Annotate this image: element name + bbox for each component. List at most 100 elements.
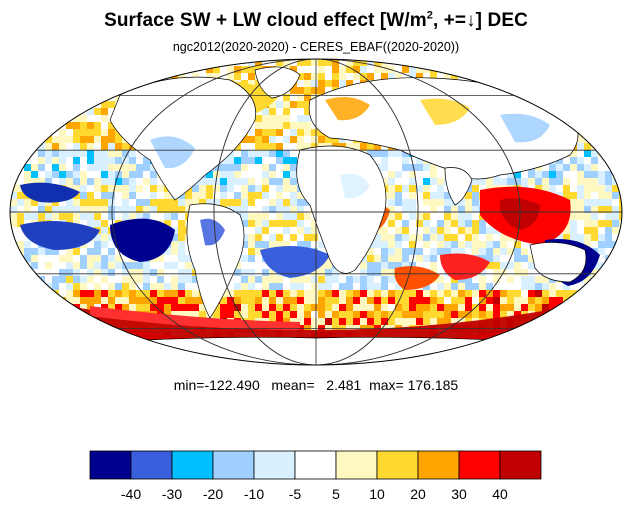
field-cell — [346, 80, 354, 88]
field-cell — [255, 157, 263, 165]
field-cell — [402, 206, 410, 214]
field-cell — [80, 115, 88, 123]
field-cell — [451, 73, 459, 81]
field-cell — [52, 129, 60, 137]
field-cell — [10, 199, 18, 207]
field-cell — [283, 304, 291, 312]
field-cell — [311, 241, 319, 249]
field-cell — [563, 164, 571, 172]
field-cell — [528, 304, 536, 312]
field-cell — [234, 164, 242, 172]
field-cell — [101, 248, 109, 256]
field-cell — [563, 192, 571, 200]
field-cell — [465, 346, 473, 354]
field-cell — [598, 227, 606, 235]
field-cell — [248, 234, 256, 242]
field-cell — [444, 290, 452, 298]
field-cell — [241, 143, 249, 151]
field-cell — [59, 262, 67, 270]
field-cell — [283, 59, 291, 67]
field-cell — [94, 290, 102, 298]
field-cell — [297, 136, 305, 144]
field-cell — [136, 157, 144, 165]
field-cell — [101, 297, 109, 305]
field-cell — [31, 199, 39, 207]
field-cell — [528, 325, 536, 333]
field-cell — [87, 171, 95, 179]
field-cell — [220, 66, 228, 74]
field-cell — [591, 192, 599, 200]
field-cell — [108, 150, 116, 158]
field-cell — [507, 262, 515, 270]
field-cell — [66, 283, 74, 291]
field-cell — [234, 66, 242, 74]
field-cell — [472, 206, 480, 214]
field-cell — [24, 241, 32, 249]
field-cell — [521, 255, 529, 263]
field-cell — [276, 199, 284, 207]
field-cell — [87, 192, 95, 200]
field-cell — [507, 311, 515, 319]
field-cell — [262, 150, 270, 158]
map-title: Surface SW + LW cloud effect [W/m2, +=↓]… — [0, 10, 632, 32]
field-cell — [346, 66, 354, 74]
field-cell — [10, 213, 18, 221]
field-cell — [528, 171, 536, 179]
field-cell — [605, 199, 613, 207]
field-cell — [185, 255, 193, 263]
field-cell — [416, 311, 424, 319]
field-cell — [542, 178, 550, 186]
field-cell — [311, 220, 319, 228]
field-cell — [542, 283, 550, 291]
field-cell — [80, 297, 88, 305]
field-cell — [59, 129, 67, 137]
field-cell — [17, 220, 25, 228]
field-cell — [45, 213, 53, 221]
field-cell — [269, 227, 277, 235]
colorbar-swatch — [335, 450, 378, 480]
field-cell — [472, 290, 480, 298]
field-cell — [437, 262, 445, 270]
colorbar-label: 20 — [410, 486, 426, 502]
field-cell — [255, 192, 263, 200]
field-cell — [164, 276, 172, 284]
field-cell — [185, 304, 193, 312]
field-cell — [80, 150, 88, 158]
field-cell — [304, 311, 312, 319]
field-cell — [598, 178, 606, 186]
field-cell — [437, 248, 445, 256]
field-cell — [255, 122, 263, 130]
field-cell — [255, 297, 263, 305]
field-cell — [416, 178, 424, 186]
field-cell — [451, 304, 459, 312]
field-cell — [178, 283, 186, 291]
field-cell — [388, 297, 396, 305]
field-cell — [591, 269, 599, 277]
field-cell — [31, 206, 39, 214]
field-cell — [521, 325, 529, 333]
field-cell — [157, 346, 165, 354]
field-cell — [444, 213, 452, 221]
field-cell — [192, 311, 200, 319]
field-cell — [171, 269, 179, 277]
field-cell — [318, 297, 326, 305]
field-cell — [556, 283, 564, 291]
field-cell — [255, 269, 263, 277]
field-cell — [458, 206, 466, 214]
field-cell — [325, 311, 333, 319]
field-cell — [108, 262, 116, 270]
field-cell — [584, 206, 592, 214]
field-cell — [297, 73, 305, 81]
field-cell — [535, 171, 543, 179]
field-cell — [136, 290, 144, 298]
field-cell — [87, 262, 95, 270]
field-cell — [409, 241, 417, 249]
field-cell — [297, 122, 305, 130]
field-cell — [108, 276, 116, 284]
field-cell — [66, 136, 74, 144]
field-cell — [234, 262, 242, 270]
field-cell — [234, 192, 242, 200]
field-cell — [430, 262, 438, 270]
field-cell — [374, 283, 382, 291]
field-cell — [437, 73, 445, 81]
